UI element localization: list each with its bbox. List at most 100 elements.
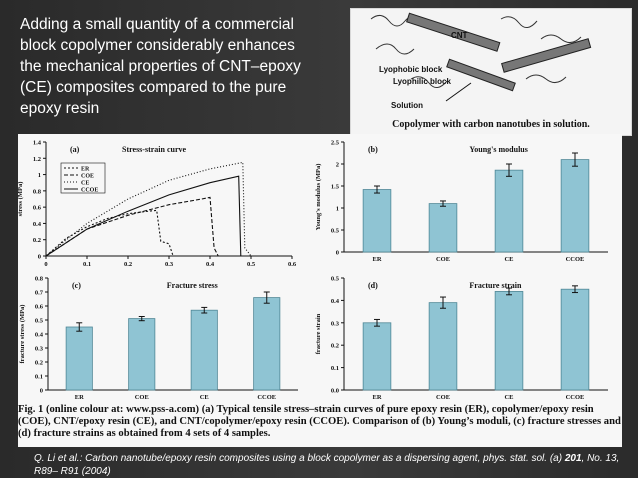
legend-label: COE: [81, 174, 94, 180]
x-tick-label: 0.6: [288, 261, 297, 268]
category-label: CE: [504, 256, 513, 263]
bar-ce: [494, 291, 524, 391]
x-tick-label: 0.3: [165, 261, 174, 268]
y-tick-label: 0.5: [331, 228, 340, 235]
polymer-chain: [500, 16, 538, 28]
schematic-label-lyophobic: Lyophobic block: [379, 65, 443, 74]
y-tick-label: 0.4: [35, 332, 44, 339]
y-tick-label: 1.5: [331, 184, 340, 191]
y-tick-label: 0: [38, 254, 41, 261]
copolymer-schematic: CNT Lyophobic block Lyophilic block Solu…: [350, 8, 632, 136]
bar-er: [362, 189, 392, 253]
category-label: CE: [504, 394, 513, 401]
y-tick-label: 0.5: [35, 318, 44, 325]
y-tick-label: 0.5: [331, 276, 340, 283]
bar-ccoe: [560, 159, 590, 253]
series-line-ccoe: [45, 175, 242, 257]
chart-fracture-stress: 0 0.1 0.2 0.3 0.4 0.5 0.6 0.7 0.8 fracture stress…: [19, 276, 298, 401]
schematic-label-cnt: CNT: [451, 31, 468, 40]
chart-fracture-strain: 0.0 0.1 0.2 0.3 0.4 0.5 fracture strain (d) Frac…: [315, 276, 608, 401]
y-axis-label: fracture stress (MPa): [19, 305, 26, 364]
y-tick-label: 0.8: [35, 276, 44, 283]
y-tick-label: 0.3: [331, 320, 340, 327]
slide-headline: Adding a small quantity of a commercial …: [20, 16, 301, 117]
category-label: CE: [200, 394, 209, 401]
y-tick-label: 0.6: [33, 205, 42, 212]
bar-coe: [428, 302, 458, 391]
citation-rest: , No. 13, R89– R91 (2004): [34, 453, 620, 477]
legend-label: CCOE: [81, 188, 98, 194]
y-tick-label: 2: [336, 162, 339, 169]
pointer-arrow: [445, 82, 472, 102]
bar-ccoe: [560, 288, 590, 391]
y-tick-label: 0.6: [35, 304, 44, 311]
copolymer-schematic-drawing: [370, 12, 592, 102]
y-axis-label: stress (MPa): [18, 182, 24, 217]
y-tick-label: 0.1: [35, 374, 43, 381]
citation-volume: 201: [564, 453, 582, 464]
y-tick-label: 0: [40, 388, 43, 395]
bar-ce: [190, 309, 218, 391]
series-line-coe: [45, 196, 219, 257]
panel-label: (a): [70, 145, 80, 154]
bar-ccoe: [253, 297, 281, 391]
y-tick-label: 1: [38, 172, 41, 179]
panel-label: (d): [368, 281, 378, 290]
category-label: COE: [135, 394, 149, 401]
polymer-chain: [540, 34, 582, 43]
nanotube-icon: [406, 12, 592, 92]
category-label: ER: [75, 394, 84, 401]
y-tick-label: 0: [336, 250, 339, 257]
chart-title: Young's modulus: [469, 145, 527, 154]
bar-er: [65, 326, 93, 391]
category-label: ER: [372, 394, 381, 401]
legend-box: [60, 162, 106, 194]
x-tick-label: 0.1: [83, 261, 91, 268]
x-tick-label: 0: [44, 261, 47, 268]
y-tick-label: 1: [336, 206, 339, 213]
citation-text: Q. Li et al.: Carbon nanotube/epoxy resi…: [34, 453, 565, 464]
chart-youngs-modulus: 0 0.5 1 1.5 2 2.5 Young's modulus (MPa) (b) Youn…: [315, 140, 608, 263]
y-axis-label: Young's modulus (MPa): [315, 164, 322, 231]
category-label: CCOE: [257, 394, 276, 401]
schematic-caption: Copolymer with carbon nanotubes in solut…: [392, 119, 590, 130]
series-line-er: [45, 209, 174, 257]
category-label: CCOE: [566, 256, 585, 263]
y-tick-label: 2.5: [331, 140, 340, 147]
y-tick-label: 0.3: [35, 346, 44, 353]
legend-label: ER: [81, 167, 90, 173]
polymer-chain: [525, 74, 567, 83]
citation: Q. Li et al.: Carbon nanotube/epoxy resi…: [34, 452, 624, 478]
x-tick-label: 0.4: [206, 261, 215, 268]
y-tick-label: 0.7: [35, 290, 44, 297]
y-tick-label: 1.2: [33, 156, 41, 163]
panel-label: (b): [368, 145, 378, 154]
y-tick-label: 0.1: [331, 365, 339, 372]
category-label: ER: [372, 256, 381, 263]
bar-coe: [428, 203, 458, 253]
y-tick-label: 0.8: [33, 188, 42, 195]
bar-er: [362, 322, 392, 391]
y-axis-label: fracture strain: [315, 313, 322, 354]
legend-label: CE: [81, 181, 89, 187]
chart-title: Fracture strain: [469, 281, 522, 290]
panel-label: (c): [72, 281, 81, 290]
polymer-chain: [375, 43, 415, 55]
schematic-label-lyophilic: Lyophilic block: [393, 77, 451, 86]
series-line-ce: [45, 161, 252, 257]
y-tick-label: 0.2: [35, 360, 43, 367]
chart-title: Stress-strain curve: [122, 145, 187, 154]
chart-stress-strain: 0 0.2 0.4 0.6 0.8 1 1.2 1.4 stress (MPa) (a) 0 0.1 0…: [18, 140, 297, 269]
y-tick-label: 0.2: [331, 343, 339, 350]
polymer-chain: [410, 76, 448, 88]
chart-title: Fracture stress: [167, 281, 218, 290]
figure-panel: 0 0.2 0.4 0.6 0.8 1 1.2 1.4 stress (MPa) (a) 0 0.1 0…: [18, 134, 622, 447]
y-tick-label: 0.2: [33, 237, 41, 244]
category-label: CCOE: [566, 394, 585, 401]
bar-ce: [494, 169, 524, 253]
bar-coe: [128, 318, 156, 391]
schematic-label-solution: Solution: [391, 101, 423, 110]
figure-caption: Fig. 1 (online colour at: www.pss-a.com)…: [18, 404, 621, 439]
y-tick-label: 0.4: [331, 298, 340, 305]
